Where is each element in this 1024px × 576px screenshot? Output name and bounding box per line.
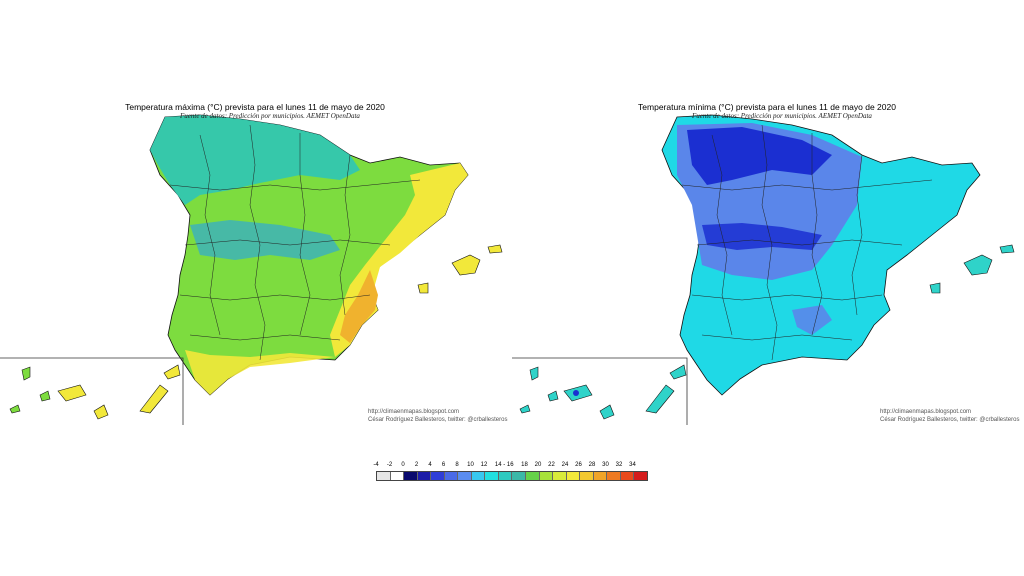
legend-labels: -4 -2 0 2 4 6 8 10 12 14 - 16 18 20 22 24 26 28 30 32 34 [372,462,652,470]
legend-swatch [539,472,554,480]
balearic-menorca [999,244,1015,254]
legend-swatch [431,472,445,480]
canary-island [57,384,87,402]
legend-label: 22 [548,462,555,468]
legend-swatch [566,472,581,480]
legend-label: 12 [480,462,488,468]
legend-color-bar [376,471,648,481]
canary-island [645,384,675,414]
min-map-credit: http://climaenmapas.blogspot.com César R… [880,408,1019,424]
legend-swatch [553,472,567,480]
legend-swatch [417,472,432,480]
max-temp-map [0,114,503,425]
temperature-legend: -4 -2 0 2 4 6 8 10 12 14 - 16 18 20 22 24 26 28 30 32 34 [372,462,652,482]
legend-label: 34 [629,462,636,468]
credit-author: César Rodríguez Ballesteros, twitter: @c… [880,417,1020,423]
max-map-title: Temperatura máxima (°C) prevista para el… [125,102,385,112]
central-cool-band [190,220,340,260]
max-temp-map-panel: Temperatura máxima (°C) prevista para el… [0,95,510,425]
canary-island [139,384,169,414]
canary-island [9,404,21,414]
legend-label: 2 [414,462,419,468]
legend-label: 14 - 16 [494,462,514,468]
min-map-subtitle: Fuente de datos: Predicción por municipi… [692,112,872,120]
legend-swatch [498,472,513,480]
legend-swatch [444,472,459,480]
legend-label: 8 [455,462,459,468]
teide-cold-spot [573,390,579,396]
legend-label: 0 [401,462,405,468]
canary-island [21,366,31,381]
legend-label: 4 [428,462,432,468]
credit-author: César Rodríguez Ballesteros, twitter: @c… [368,417,508,423]
canary-island [519,404,531,414]
balearic-mallorca [451,254,481,276]
legend-label: 24 [561,462,569,468]
balearic-menorca [487,244,503,254]
legend-swatch [620,472,635,480]
min-temp-map [512,114,1015,425]
province-boundaries [169,124,421,361]
legend-label: 32 [615,462,623,468]
legend-label: 6 [441,462,446,468]
max-map-credit: http://climaenmapas.blogspot.com César R… [368,408,507,424]
canary-island [599,404,615,420]
legend-label: 20 [534,462,542,468]
min-temp-map-panel: Temperatura mínima (°C) prevista para el… [512,95,1022,425]
legend-swatch [580,472,594,480]
north-cool-band [150,115,360,205]
legend-swatch [593,472,608,480]
legend-swatch [471,472,486,480]
canary-island [39,390,51,402]
legend-swatch [485,472,499,480]
province-boundaries [681,124,933,361]
legend-swatch [526,472,540,480]
legend-label: -4 [373,462,379,468]
legend-swatch [377,472,391,480]
central-very-cold [702,223,822,250]
canary-island [547,390,559,402]
balearic-ibiza [929,282,941,294]
south-mountain-cold [792,305,832,335]
canary-island [163,364,181,380]
credit-url: http://climaenmapas.blogspot.com [368,409,460,415]
canary-inset-frame [0,357,184,425]
legend-label: 28 [588,462,596,468]
min-map-title: Temperatura mínima (°C) prevista para el… [638,102,896,112]
legend-swatch [458,472,472,480]
legend-label: -2 [386,462,393,468]
legend-swatch [634,472,647,480]
balearic-mallorca [963,254,993,276]
legend-label: 30 [602,462,609,468]
legend-swatch [512,472,527,480]
balearic-ibiza [417,282,429,294]
legend-swatch [607,472,621,480]
legend-label: 26 [575,462,582,468]
max-map-subtitle: Fuente de datos: Predicción por municipi… [180,112,360,120]
valencia-hot [340,270,378,343]
canary-island [93,404,109,420]
canary-island [669,364,687,380]
canary-inset-frame [512,357,688,425]
legend-label: 10 [467,462,474,468]
canary-island [529,366,539,381]
legend-label: 18 [521,462,528,468]
legend-swatch [390,472,405,480]
north-very-cold [687,127,832,185]
credit-url: http://climaenmapas.blogspot.com [880,409,972,415]
south-warm [185,350,335,395]
legend-swatch [404,472,418,480]
